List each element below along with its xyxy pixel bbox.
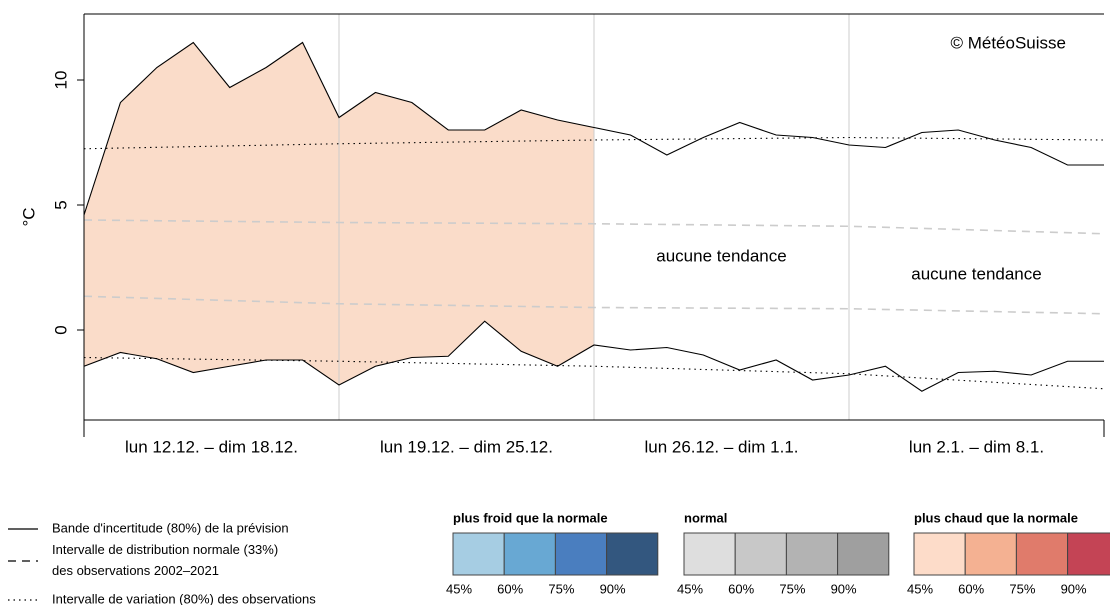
- legend-text: Intervalle de distribution normale (33%): [52, 542, 278, 557]
- week-label: lun 12.12. – dim 18.12.: [125, 437, 298, 456]
- scale-label: 60%: [958, 581, 984, 596]
- scale-swatch: [452, 532, 505, 576]
- series-line: [83, 219, 1105, 235]
- y-tick-label: 10: [51, 71, 70, 90]
- scale-label: 45%: [677, 581, 703, 596]
- scale-label: 60%: [497, 581, 523, 596]
- legend-text: Bande d'incertitude (80%) de la prévisio…: [52, 520, 289, 535]
- scale-label: 90%: [600, 581, 626, 596]
- series-line: [83, 320, 1104, 392]
- scale-title: plus chaud que la normale: [914, 510, 1078, 525]
- scale-swatch: [606, 532, 659, 576]
- scale-label: 90%: [831, 581, 857, 596]
- legend-text: Intervalle de variation (80%) des observ…: [52, 591, 316, 605]
- legend-text: des observations 2002–2021: [52, 563, 219, 578]
- scale-swatch: [1067, 532, 1110, 576]
- series-line: [83, 41, 1104, 216]
- scale-swatch: [503, 532, 556, 576]
- scale-label: 45%: [446, 581, 472, 596]
- y-tick-label: 5: [51, 200, 70, 209]
- week-label: lun 2.1. – dim 8.1.: [909, 437, 1044, 456]
- scale-swatch: [837, 532, 890, 576]
- scale-label: 60%: [728, 581, 754, 596]
- scale-label: 75%: [779, 581, 805, 596]
- annotation: aucune tendance: [911, 264, 1041, 283]
- week-label: lun 19.12. – dim 25.12.: [380, 437, 553, 456]
- scale-label: 45%: [907, 581, 933, 596]
- y-tick-label: 0: [51, 325, 70, 334]
- scale-label: 90%: [1061, 581, 1087, 596]
- annotation: aucune tendance: [656, 246, 786, 265]
- scale-title: normal: [684, 510, 727, 525]
- y-axis-label: °C: [19, 207, 38, 226]
- scale-label: 75%: [548, 581, 574, 596]
- copyright: © MétéoSuisse: [950, 33, 1066, 52]
- scale-title: plus froid que la normale: [453, 510, 608, 525]
- week-label: lun 26.12. – dim 1.1.: [644, 437, 798, 456]
- scale-swatch: [913, 532, 966, 576]
- scale-swatch: [683, 532, 736, 576]
- series-line: [83, 295, 1105, 315]
- scale-swatch: [785, 532, 839, 576]
- scale-swatch: [964, 532, 1017, 576]
- scale-swatch: [554, 532, 608, 576]
- scale-swatch: [1015, 532, 1069, 576]
- scale-swatch: [734, 532, 787, 576]
- scale-label: 75%: [1009, 581, 1035, 596]
